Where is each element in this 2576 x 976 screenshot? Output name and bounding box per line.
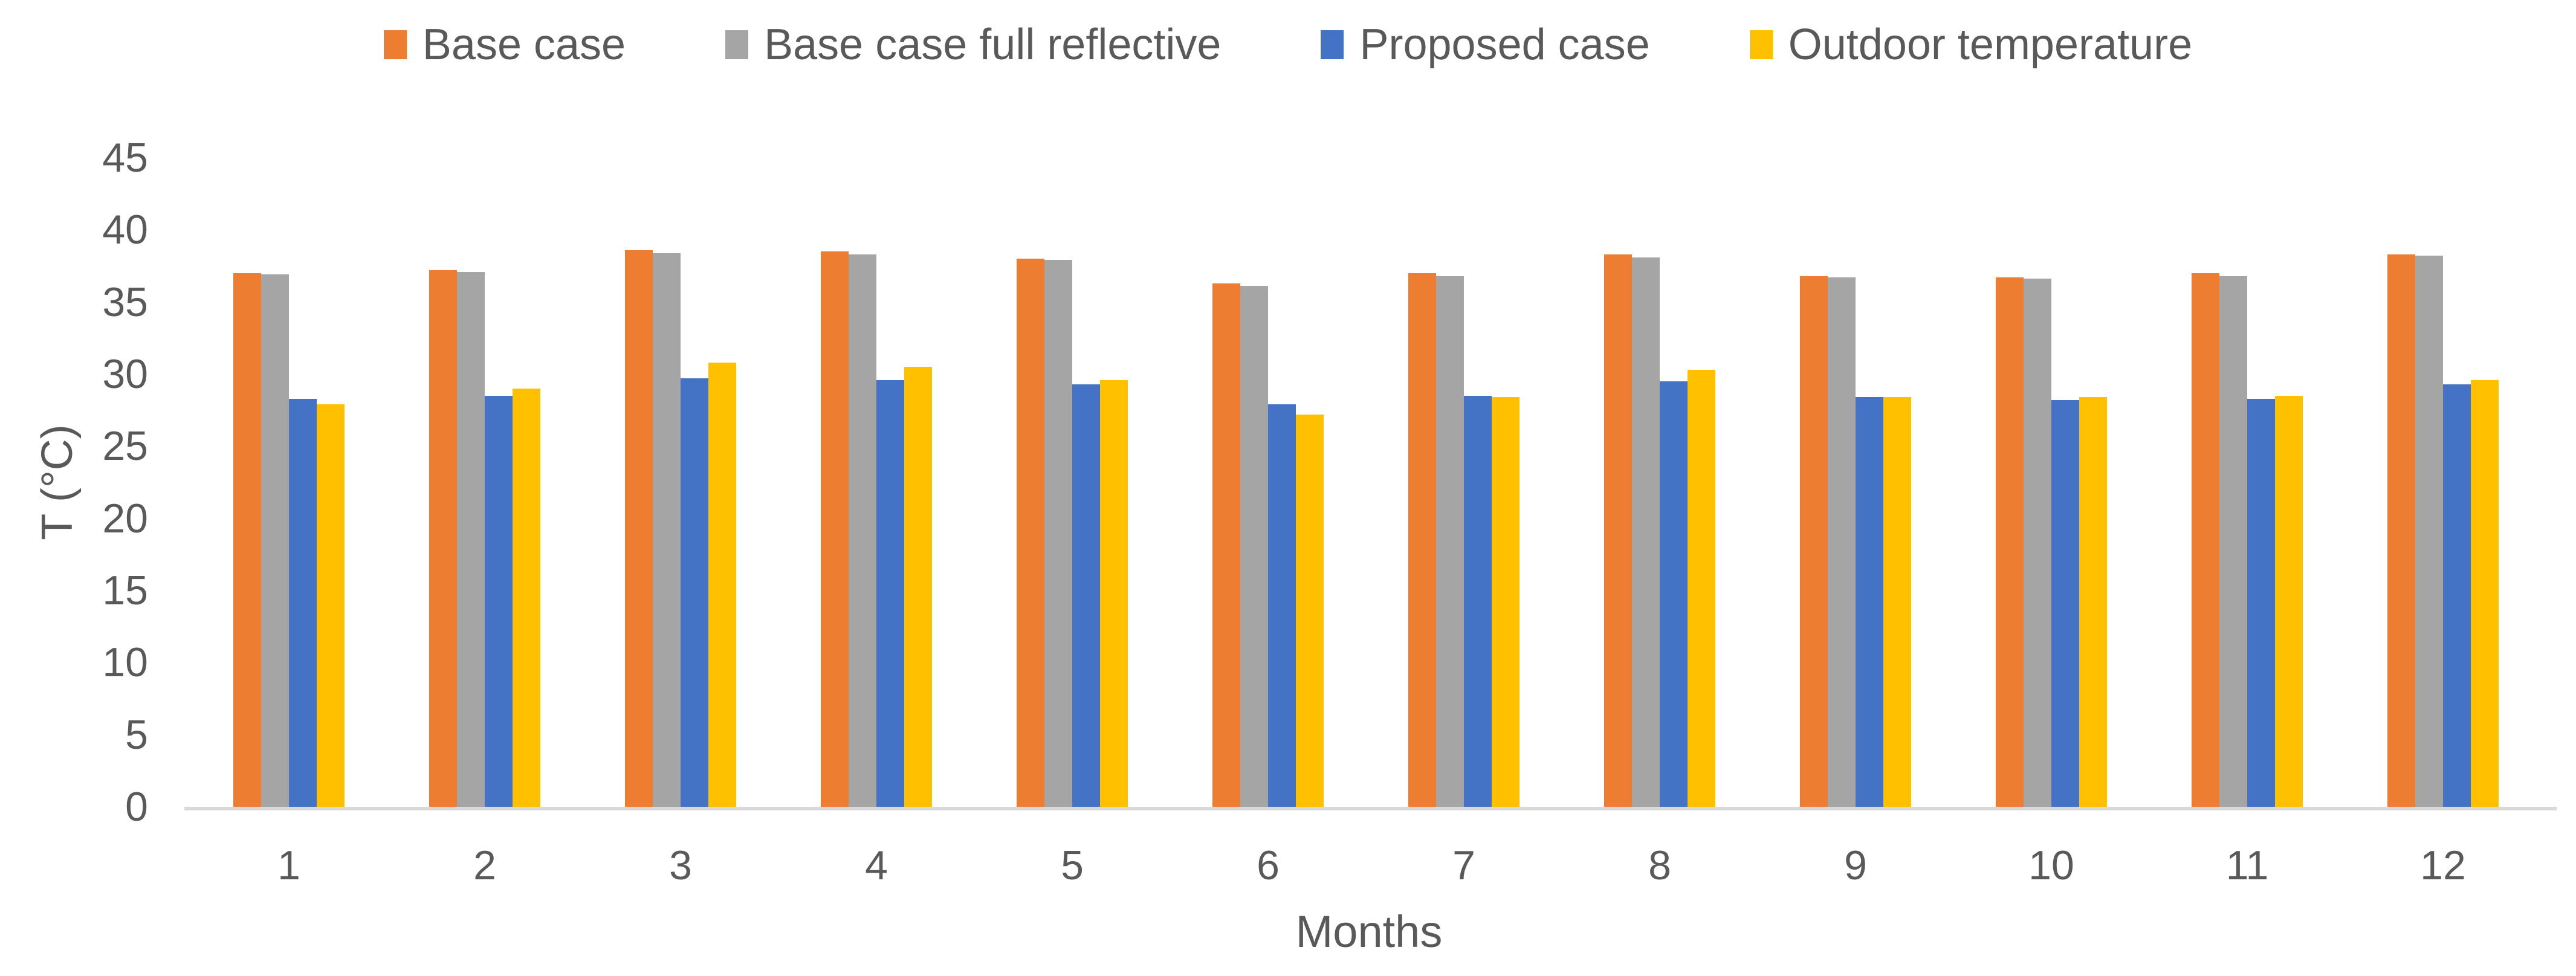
- x-tick-label: 7: [1452, 842, 1475, 888]
- x-tick-label: 11: [2225, 842, 2269, 888]
- x-tick-label: 6: [1257, 842, 1280, 888]
- bar: [2471, 380, 2499, 807]
- x-tick-label: 8: [1648, 842, 1671, 888]
- bar: [1296, 414, 1324, 807]
- legend-swatch-icon: [383, 30, 407, 59]
- bar: [1660, 381, 1688, 807]
- legend-label: Base case: [422, 21, 626, 69]
- bar: [1408, 273, 1436, 807]
- bar: [849, 254, 876, 807]
- bar: [2387, 254, 2415, 807]
- bar: [2415, 256, 2443, 807]
- x-tick-label: 5: [1061, 842, 1084, 888]
- bar: [513, 388, 540, 807]
- bar: [2024, 279, 2051, 807]
- bar: [653, 253, 681, 807]
- x-axis-baseline: [184, 807, 2557, 810]
- x-tick-label: 4: [865, 842, 888, 888]
- bar: [625, 250, 653, 807]
- bar: [1800, 276, 1828, 807]
- legend-swatch-icon: [1321, 30, 1344, 59]
- bar: [289, 398, 317, 807]
- x-tick-label: 2: [473, 842, 496, 888]
- bar: [261, 274, 289, 807]
- y-tick-label: 10: [102, 639, 148, 686]
- legend-swatch-icon: [725, 30, 749, 59]
- bar: [1828, 277, 1856, 807]
- bar: [1632, 257, 1660, 807]
- bar: [2275, 395, 2303, 807]
- legend-swatch-icon: [1749, 30, 1773, 59]
- y-tick-label: 15: [102, 567, 148, 613]
- x-tick-label: 9: [1844, 842, 1867, 888]
- bar: [2443, 384, 2471, 807]
- bar: [485, 395, 513, 807]
- bar: [1017, 259, 1044, 807]
- y-tick-label: 25: [102, 423, 148, 470]
- y-tick-label: 20: [102, 495, 148, 541]
- bar: [233, 273, 261, 807]
- legend-label: Base case full reflective: [764, 21, 1222, 69]
- bar: [1212, 283, 1240, 807]
- bar: [1436, 276, 1464, 807]
- y-tick-label: 45: [102, 135, 148, 181]
- bar: [457, 271, 485, 807]
- bar: [1492, 397, 1519, 807]
- bar: [2079, 397, 2107, 807]
- bar: [821, 251, 849, 807]
- y-tick-label: 35: [102, 279, 148, 325]
- bar: [429, 270, 457, 807]
- bar: [904, 367, 932, 807]
- bar: [1856, 397, 1883, 807]
- bar: [876, 380, 904, 807]
- bar: [1268, 404, 1296, 807]
- bar: [1604, 254, 1632, 807]
- x-tick-label: 10: [2028, 842, 2074, 888]
- legend-item: Outdoor temperature: [1749, 21, 2193, 69]
- bar: [2192, 273, 2219, 807]
- bar: [2051, 399, 2079, 807]
- bar: [317, 404, 345, 807]
- x-tick-label: 12: [2420, 842, 2466, 888]
- y-tick-label: 5: [125, 711, 148, 758]
- bar: [1072, 384, 1100, 807]
- x-tick-label: 3: [669, 842, 692, 888]
- bar: [1100, 380, 1128, 807]
- bar: [681, 378, 708, 807]
- y-tick-label: 30: [102, 351, 148, 397]
- x-tick-label: 1: [277, 842, 300, 888]
- bar: [1240, 286, 1268, 807]
- y-axis-title: T (°C): [33, 424, 82, 540]
- legend-item: Base case: [383, 21, 626, 69]
- legend-label: Outdoor temperature: [1788, 21, 2193, 69]
- y-tick-label: 0: [125, 784, 148, 830]
- chart-legend: Base case Base case full reflective Propos…: [0, 23, 2576, 66]
- x-axis-title: Months: [1295, 907, 1443, 957]
- bar: [1688, 369, 1715, 807]
- bar: [1044, 260, 1072, 807]
- bar: [2219, 276, 2247, 807]
- bar: [1996, 277, 2024, 807]
- y-tick-label: 40: [102, 207, 148, 253]
- legend-item: Proposed case: [1321, 21, 1650, 69]
- legend-label: Proposed case: [1359, 21, 1650, 69]
- bar: [708, 362, 736, 807]
- bar: [2247, 398, 2275, 807]
- legend-item: Base case full reflective: [725, 23, 1221, 66]
- bar: [1883, 397, 1911, 807]
- bar: [1464, 395, 1492, 807]
